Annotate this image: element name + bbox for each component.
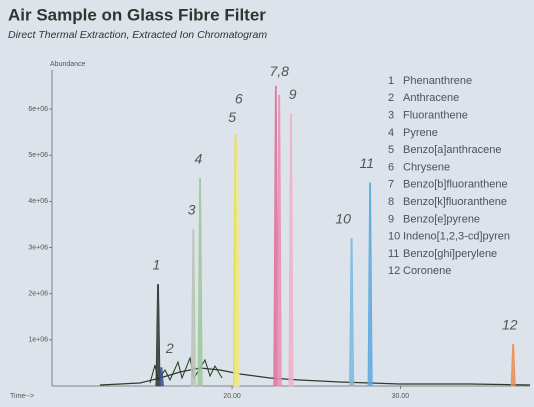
y-tick-label: 2e+06 — [28, 291, 48, 298]
peak — [234, 141, 240, 387]
legend-id: 1 — [388, 75, 394, 87]
legend-name: Benzo[k]fluoranthene — [403, 196, 507, 208]
peak-label: 9 — [289, 86, 297, 102]
chart-subtitle: Direct Thermal Extraction, Extracted Ion… — [8, 29, 267, 41]
legend-name: Benzo[ghi]perylene — [403, 248, 497, 260]
legend-name: Coronene — [403, 265, 451, 277]
peak — [155, 284, 161, 387]
legend-id: 12 — [388, 265, 400, 277]
legend-name: Phenanthrene — [403, 75, 472, 87]
peak — [197, 178, 203, 387]
peak — [349, 238, 355, 387]
legend-name: Benzo[b]fluoranthene — [403, 179, 508, 191]
peak — [190, 228, 196, 387]
legend-name: Anthracene — [403, 92, 459, 104]
peak-label: 4 — [195, 151, 203, 167]
plot: 1e+06 2e+06 3e+06 4e+06 5e+06 6e+06 20.00 30.00… — [28, 63, 517, 400]
legend-id: 10 — [388, 231, 400, 243]
legend-name: Chrysene — [403, 161, 450, 173]
legend-name: Pyrene — [403, 127, 438, 139]
y-tick-label: 6e+06 — [28, 106, 48, 113]
peak — [510, 344, 516, 387]
legend-id: 7 — [388, 179, 394, 191]
peak-label: 6 — [235, 91, 243, 107]
y-tick-label: 5e+06 — [28, 152, 48, 159]
y-tick-label: 1e+06 — [28, 337, 48, 344]
legend-name: Fluoranthene — [403, 110, 468, 122]
peak — [367, 182, 373, 387]
peak-label: 5 — [228, 109, 236, 125]
peak — [273, 85, 279, 387]
legend-id: 4 — [388, 127, 394, 139]
x-tick-label: 20.00 — [223, 393, 241, 400]
peak-label: 11 — [359, 155, 374, 171]
peak — [288, 113, 294, 387]
y-axis-label: Abundance — [50, 61, 86, 68]
peak-label: 12 — [502, 317, 518, 333]
legend-id: 3 — [388, 110, 394, 122]
chart-title: Air Sample on Glass Fibre Filter — [8, 5, 266, 24]
x-axis-label: Time--> — [10, 393, 34, 400]
peak — [158, 367, 164, 387]
peak-label: 1 — [152, 257, 160, 273]
peak-label: 7,8 — [269, 63, 289, 79]
legend-id: 6 — [388, 161, 394, 173]
y-tick-label: 3e+06 — [28, 244, 48, 251]
legend-name: Benzo[a]anthracene — [403, 144, 501, 156]
peak-label: 2 — [165, 340, 174, 356]
legend-name: Benzo[e]pyrene — [403, 213, 480, 225]
legend-id: 5 — [388, 144, 394, 156]
legend-id: 11 — [388, 248, 399, 260]
peak-label: 10 — [335, 211, 351, 227]
y-tick-label: 4e+06 — [28, 198, 48, 205]
x-tick-label: 30.00 — [392, 393, 410, 400]
legend-id: 8 — [388, 196, 394, 208]
peak-label: 3 — [188, 201, 196, 217]
legend-name: Indeno[1,2,3-cd]pyren — [403, 231, 510, 243]
legend-id: 9 — [388, 213, 394, 225]
legend-id: 2 — [388, 92, 394, 104]
peak — [276, 94, 282, 387]
